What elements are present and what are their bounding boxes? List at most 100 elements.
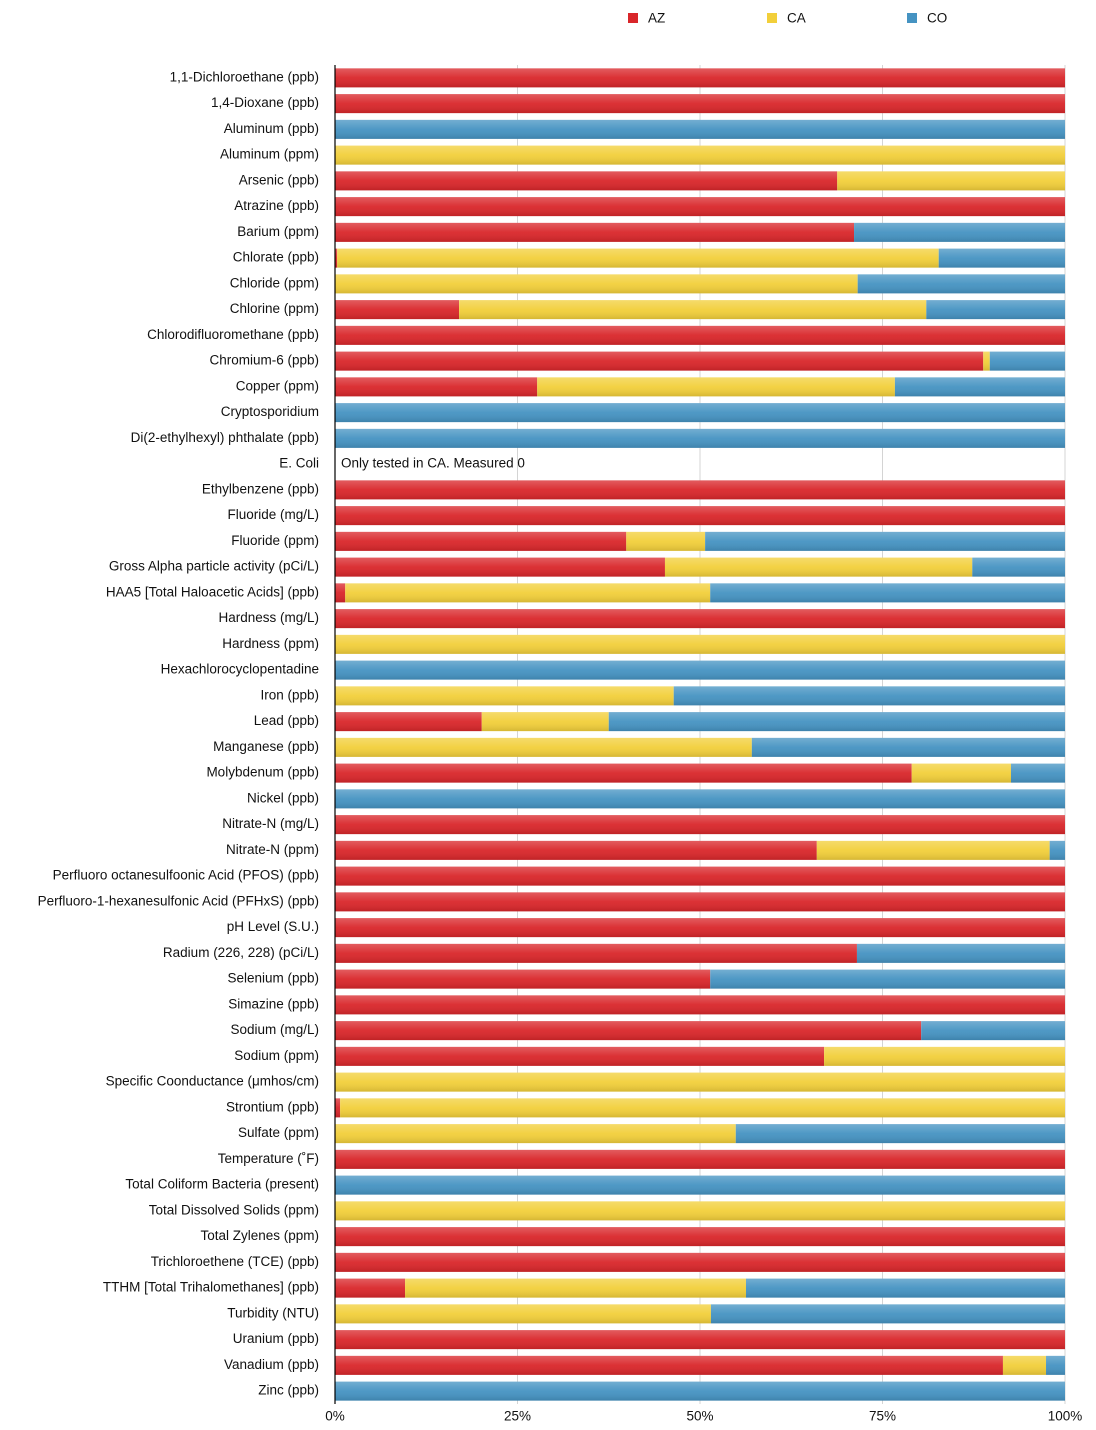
x-tick-label: 25% bbox=[504, 1409, 531, 1424]
bar-segment bbox=[335, 1124, 736, 1144]
bar-segment bbox=[816, 840, 1050, 860]
y-tick-label: Simazine (ppb) bbox=[228, 996, 319, 1011]
legend-label: CA bbox=[787, 11, 806, 26]
bar-segment bbox=[335, 1330, 1065, 1350]
bar-segment bbox=[626, 531, 706, 551]
bar-segment bbox=[335, 712, 482, 732]
bar-segment bbox=[854, 222, 1065, 242]
bar-segment bbox=[664, 557, 973, 577]
y-tick-label: Chromium-6 (ppb) bbox=[209, 353, 319, 368]
x-tick-label: 75% bbox=[869, 1409, 896, 1424]
bar-segment bbox=[673, 686, 1065, 706]
x-tick-label: 0% bbox=[325, 1409, 345, 1424]
bar-segment bbox=[335, 1149, 1065, 1169]
y-tick-label: Hardness (mg/L) bbox=[218, 610, 319, 625]
x-tick-label: 100% bbox=[1048, 1409, 1083, 1424]
y-tick-label: HAA5 [Total Haloacetic Acids] (ppb) bbox=[106, 584, 319, 599]
bar-segment bbox=[335, 1304, 711, 1324]
bar-segment bbox=[335, 686, 674, 706]
bar-segment bbox=[335, 918, 1065, 938]
bar-segment bbox=[335, 583, 346, 603]
bar-segment bbox=[335, 274, 858, 294]
y-tick-label: 1,4-Dioxane (ppb) bbox=[211, 95, 319, 110]
y-tick-label: Chlorate (ppb) bbox=[233, 250, 319, 265]
bar-segment bbox=[335, 1381, 1065, 1401]
bar-segment bbox=[335, 840, 817, 860]
y-tick-label: Chlorodifluoromethane (ppb) bbox=[147, 327, 319, 342]
bar-segment bbox=[335, 1252, 1065, 1272]
bar-segment bbox=[1046, 1355, 1065, 1375]
bar-segment bbox=[1002, 1355, 1047, 1375]
bar-segment bbox=[335, 789, 1065, 809]
y-tick-label: Total Zylenes (ppm) bbox=[200, 1228, 319, 1243]
y-tick-label: Selenium (ppb) bbox=[227, 971, 319, 986]
bar-segment bbox=[335, 763, 912, 783]
bar-segment bbox=[335, 1175, 1065, 1195]
bar-segment bbox=[335, 94, 1065, 114]
y-tick-label: Fluoride (mg/L) bbox=[227, 507, 319, 522]
y-tick-label: Trichloroethene (TCE) (ppb) bbox=[151, 1254, 319, 1269]
y-tick-label: Uranium (ppb) bbox=[233, 1331, 319, 1346]
annotation: Only tested in CA. Measured 0 bbox=[341, 456, 525, 471]
y-tick-label: Arsenic (ppb) bbox=[239, 172, 319, 187]
bar-segment bbox=[837, 171, 1065, 191]
bar-segment bbox=[459, 300, 927, 320]
bar-segment bbox=[335, 866, 1065, 886]
legend-swatch bbox=[907, 13, 917, 23]
bar-segment bbox=[335, 815, 1065, 835]
y-tick-label: Aluminum (ppb) bbox=[224, 121, 319, 136]
bar-segment bbox=[335, 660, 1065, 680]
legend-swatch bbox=[767, 13, 777, 23]
y-tick-label: Cryptosporidium bbox=[221, 404, 319, 419]
y-tick-label: Radium (226, 228) (pCi/L) bbox=[163, 945, 319, 960]
y-tick-label: Sulfate (ppm) bbox=[238, 1125, 319, 1140]
y-tick-label: Barium (ppm) bbox=[237, 224, 319, 239]
bar-segment bbox=[710, 583, 1065, 603]
bar-segment bbox=[926, 300, 1065, 320]
bar-segment bbox=[335, 377, 538, 397]
bar-segment bbox=[335, 1098, 341, 1118]
bar-segment bbox=[735, 1124, 1065, 1144]
y-tick-label: Nitrate-N (mg/L) bbox=[222, 816, 319, 831]
y-tick-label: Nitrate-N (ppm) bbox=[226, 842, 319, 857]
bar-segment bbox=[824, 1046, 1065, 1066]
bar-segment bbox=[405, 1278, 746, 1298]
y-tick-label: Perfluoro octanesulfoonic Acid (PFOS) (p… bbox=[53, 868, 319, 883]
y-tick-label: Temperature (˚F) bbox=[218, 1151, 319, 1166]
y-tick-label: pH Level (S.U.) bbox=[227, 919, 319, 934]
bar-segment bbox=[335, 609, 1065, 629]
y-tick-label: Iron (ppb) bbox=[260, 687, 319, 702]
bar-segment bbox=[335, 222, 855, 242]
bar-segment bbox=[335, 969, 711, 989]
y-tick-label: Perfluoro-1-hexanesulfonic Acid (PFHxS) … bbox=[38, 893, 319, 908]
bar-segment bbox=[335, 403, 1065, 423]
bar-segment bbox=[335, 634, 1065, 654]
y-tick-label: Total Coliform Bacteria (present) bbox=[125, 1177, 319, 1192]
y-tick-label: E. Coli bbox=[279, 456, 319, 471]
bar-segment bbox=[335, 1046, 825, 1066]
bar-segment bbox=[335, 325, 1065, 345]
y-tick-label: Molybdenum (ppb) bbox=[206, 765, 319, 780]
y-tick-label: Lead (ppb) bbox=[254, 713, 319, 728]
bar-segment bbox=[983, 351, 990, 371]
bar-segment bbox=[335, 1072, 1065, 1092]
y-tick-label: Ethylbenzene (ppb) bbox=[202, 481, 319, 496]
bar-segment bbox=[938, 248, 1065, 268]
bar-segment bbox=[337, 248, 939, 268]
bar-segment bbox=[335, 1201, 1065, 1221]
bar-segment bbox=[335, 68, 1065, 88]
y-tick-label: Nickel (ppb) bbox=[247, 790, 319, 805]
legend-label: AZ bbox=[648, 11, 665, 26]
y-tick-label: Hardness (ppm) bbox=[222, 636, 319, 651]
y-tick-label: Specific Coonductance (μmhos/cm) bbox=[106, 1074, 319, 1089]
y-tick-label: Chlorine (ppm) bbox=[230, 301, 319, 316]
bar-segment bbox=[481, 712, 609, 732]
bar-segment bbox=[335, 737, 752, 757]
bar-segment bbox=[345, 583, 711, 603]
bar-segment bbox=[335, 995, 1065, 1015]
bar-segment bbox=[1049, 840, 1065, 860]
y-tick-label: Fluoride (ppm) bbox=[231, 533, 319, 548]
bar-segment bbox=[856, 943, 1065, 963]
y-tick-label: Zinc (ppb) bbox=[258, 1383, 319, 1398]
